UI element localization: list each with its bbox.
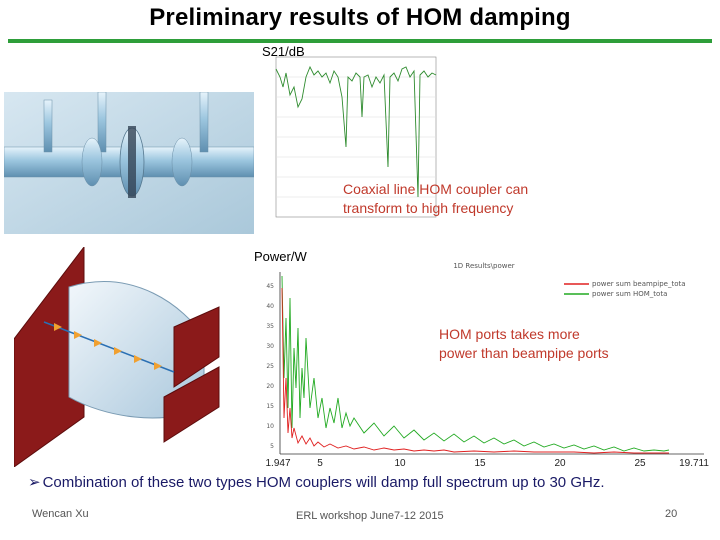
- power-hom-series: [281, 275, 670, 452]
- power-beampipe-series: [281, 287, 669, 454]
- hom-coupler-render: [14, 247, 220, 467]
- hom-annotation-line2: power than beampipe ports: [439, 345, 609, 361]
- svg-text:15: 15: [266, 403, 274, 410]
- s21-plot: [258, 47, 443, 232]
- svg-text:5: 5: [317, 458, 323, 469]
- hom-annotation-line1: HOM ports takes more: [439, 326, 580, 342]
- conclusion-text: Combination of these two types HOM coupl…: [42, 474, 605, 491]
- svg-text:19.711: 19.711: [679, 458, 709, 469]
- power-plot: 1D Results\power 45 40 35 30 25 20 15 10…: [254, 258, 714, 470]
- coaxial-annotation-line1: Coaxial line HOM coupler can: [343, 181, 529, 197]
- svg-text:20: 20: [266, 383, 274, 390]
- svg-text:25: 25: [634, 458, 646, 469]
- svg-text:15: 15: [474, 458, 486, 469]
- conclusion-bullet: ➢ Combination of these two types HOM coup…: [28, 473, 605, 491]
- svg-text:40: 40: [266, 303, 274, 310]
- svg-text:10: 10: [394, 458, 406, 469]
- title-underline: [8, 39, 712, 43]
- hom-annotation: HOM ports takes more power than beampipe…: [439, 325, 679, 363]
- svg-text:45: 45: [266, 283, 274, 290]
- svg-text:25: 25: [266, 363, 274, 370]
- slide-title: Preliminary results of HOM damping: [149, 4, 571, 31]
- svg-text:1D Results\power: 1D Results\power: [453, 262, 514, 270]
- svg-text:5: 5: [270, 443, 274, 450]
- s21-y-label: S21/dB: [262, 44, 305, 59]
- svg-text:10: 10: [266, 423, 274, 430]
- footer-event: ERL workshop June7-12 2015: [296, 510, 444, 522]
- footer-page-number: 20: [665, 508, 678, 520]
- footer-author: Wencan Xu: [32, 508, 89, 520]
- s21-trace: [275, 65, 437, 198]
- bullet-arrow-icon: ➢: [28, 474, 41, 491]
- coaxial-annotation-line2: transform to high frequency: [343, 200, 514, 216]
- svg-text:power sum HOM_tota: power sum HOM_tota: [592, 290, 667, 298]
- svg-text:power sum beampipe_tota: power sum beampipe_tota: [592, 280, 686, 288]
- svg-text:30: 30: [266, 343, 274, 350]
- svg-text:35: 35: [266, 323, 274, 330]
- svg-text:20: 20: [554, 458, 566, 469]
- power-y-label: Power/W: [254, 249, 307, 264]
- svg-text:1.947: 1.947: [265, 458, 290, 469]
- coaxial-annotation: Coaxial line HOM coupler can transform t…: [343, 180, 583, 218]
- power-x-ticks: 1.947 5 10 15 20 25 19.711: [265, 458, 709, 469]
- coaxial-coupler-render: [4, 92, 254, 234]
- power-legend: power sum beampipe_tota power sum HOM_to…: [564, 280, 686, 298]
